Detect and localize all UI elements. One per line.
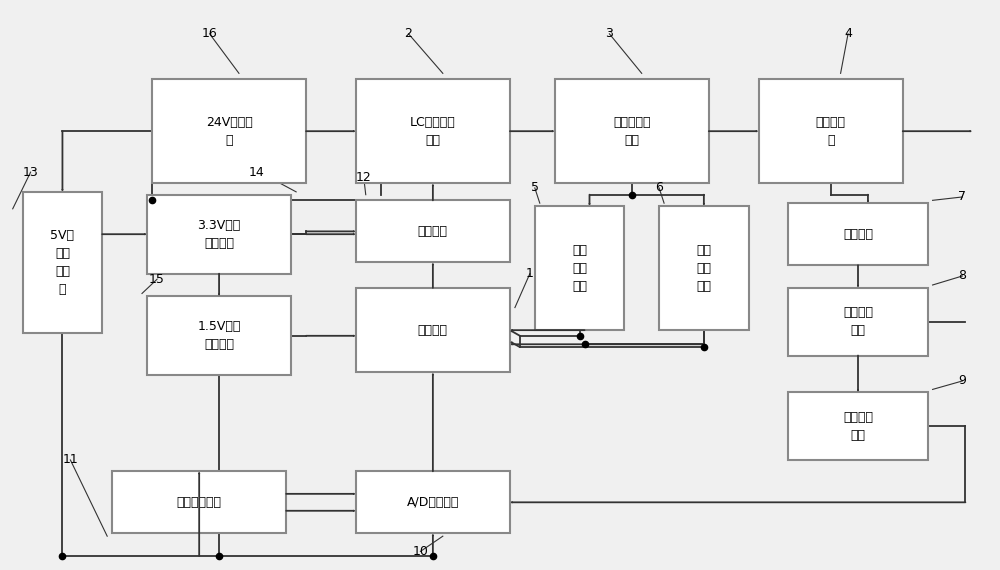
Text: 16: 16	[202, 27, 217, 40]
Text: 4: 4	[844, 27, 852, 40]
Text: 1.5V电压
转换电路: 1.5V电压 转换电路	[197, 320, 241, 351]
Text: LC半桥谐振
电路: LC半桥谐振 电路	[410, 116, 456, 146]
Bar	[356, 200, 510, 262]
Bar	[147, 195, 291, 274]
Text: 5V电
压转
换电
路: 5V电 压转 换电 路	[50, 229, 74, 296]
Text: 12: 12	[356, 171, 372, 184]
Text: 10: 10	[413, 545, 428, 558]
Bar	[788, 392, 928, 460]
Bar	[147, 296, 291, 375]
Text: 过热
保护
电路: 过热 保护 电路	[696, 243, 711, 292]
Text: 13: 13	[23, 166, 38, 178]
Bar	[788, 288, 928, 356]
Text: 驱动电路: 驱动电路	[418, 225, 448, 238]
Bar	[112, 471, 286, 534]
Bar	[788, 203, 928, 265]
Text: 压电陶瓷变
压器: 压电陶瓷变 压器	[613, 116, 651, 146]
Text: 电压限幅
电路: 电压限幅 电路	[843, 410, 873, 442]
Text: 14: 14	[248, 166, 264, 178]
Bar	[759, 79, 903, 184]
Text: 15: 15	[149, 273, 165, 286]
Bar	[356, 288, 510, 372]
Text: 9: 9	[958, 374, 966, 388]
Bar	[535, 206, 624, 330]
Text: 1: 1	[526, 267, 534, 280]
Text: 24V直流电
源: 24V直流电 源	[206, 116, 252, 146]
Text: 6: 6	[655, 181, 663, 194]
Text: 3: 3	[605, 27, 613, 40]
Bar	[659, 206, 749, 330]
Text: 分压电路: 分压电路	[843, 227, 873, 241]
Text: A/D转换电路: A/D转换电路	[407, 496, 459, 509]
Text: 半波整流
电路: 半波整流 电路	[843, 306, 873, 337]
Bar	[152, 79, 306, 184]
Bar	[23, 192, 102, 333]
Text: 过流
保护
电路: 过流 保护 电路	[572, 243, 587, 292]
Text: 3.3V电压
转换电路: 3.3V电压 转换电路	[197, 219, 241, 250]
Bar	[555, 79, 709, 184]
Text: 电压给定电路: 电压给定电路	[177, 496, 222, 509]
Text: 11: 11	[63, 454, 78, 466]
Text: 主控制器: 主控制器	[418, 324, 448, 337]
Text: 2: 2	[405, 27, 412, 40]
Text: 二倍压电
路: 二倍压电 路	[816, 116, 846, 146]
Text: 8: 8	[958, 270, 966, 283]
Text: 7: 7	[958, 190, 966, 203]
Bar	[356, 471, 510, 534]
Text: 5: 5	[531, 181, 539, 194]
Bar	[356, 79, 510, 184]
